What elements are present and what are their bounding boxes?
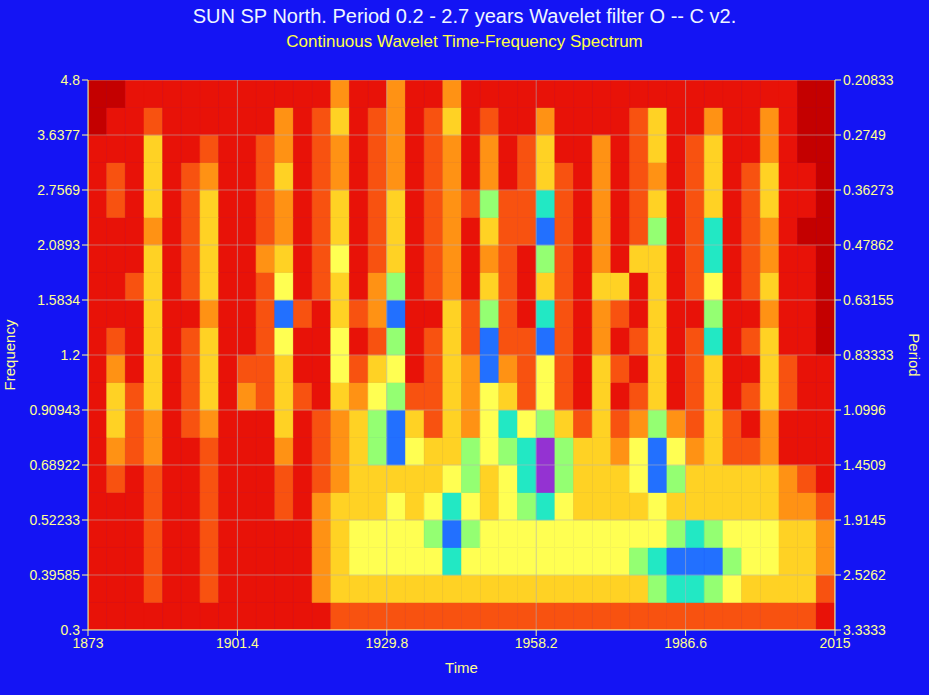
svg-text:3.3333: 3.3333	[843, 622, 886, 638]
html-text:SUN SP North. Period 0.2 - 2.7: SUN SP North. Period 0.2 - 2.7 years Wav…	[192, 5, 737, 27]
svg-text:0.47862: 0.47862	[843, 237, 894, 253]
svg-text:2.0893: 2.0893	[37, 237, 80, 253]
svg-text:1986.6: 1986.6	[664, 635, 707, 651]
svg-text:2.5262: 2.5262	[843, 567, 886, 583]
svg-text:0.3: 0.3	[61, 622, 81, 638]
svg-text:Time: Time	[445, 659, 478, 676]
svg-text:0.20833: 0.20833	[843, 72, 894, 88]
svg-text:0.2749: 0.2749	[843, 127, 886, 143]
svg-text:0.36273: 0.36273	[843, 182, 894, 198]
svg-text:0.90943: 0.90943	[29, 402, 80, 418]
svg-text:1.2: 1.2	[61, 347, 81, 363]
svg-text:2015: 2015	[819, 634, 851, 651]
svg-text:0.83333: 0.83333	[843, 347, 894, 363]
svg-text:1.5834: 1.5834	[37, 292, 80, 308]
svg-text:1901.4: 1901.4	[216, 635, 259, 651]
svg-text:1.0996: 1.0996	[843, 402, 886, 418]
svg-text:4.8: 4.8	[61, 72, 81, 88]
svg-text:1958.2: 1958.2	[515, 635, 558, 651]
svg-text:3.6377: 3.6377	[37, 127, 80, 143]
svg-text:0.39585: 0.39585	[29, 567, 80, 583]
svg-text:1.4509: 1.4509	[843, 457, 886, 473]
svg-text:0.52233: 0.52233	[29, 512, 80, 528]
svg-text:1873: 1873	[72, 634, 104, 651]
svg-text:Frequency: Frequency	[1, 319, 18, 390]
svg-text:1929.8: 1929.8	[365, 635, 408, 651]
svg-text:Period: Period	[906, 333, 923, 376]
svg-text:2.7569: 2.7569	[37, 182, 80, 198]
svg-text:1.9145: 1.9145	[843, 512, 886, 528]
svg-text:0.63155: 0.63155	[843, 292, 894, 308]
svg-text:0.68922: 0.68922	[29, 457, 80, 473]
html-text:Continuous Wavelet Time-Freque: Continuous Wavelet Time-Frequency Spectr…	[286, 32, 643, 51]
